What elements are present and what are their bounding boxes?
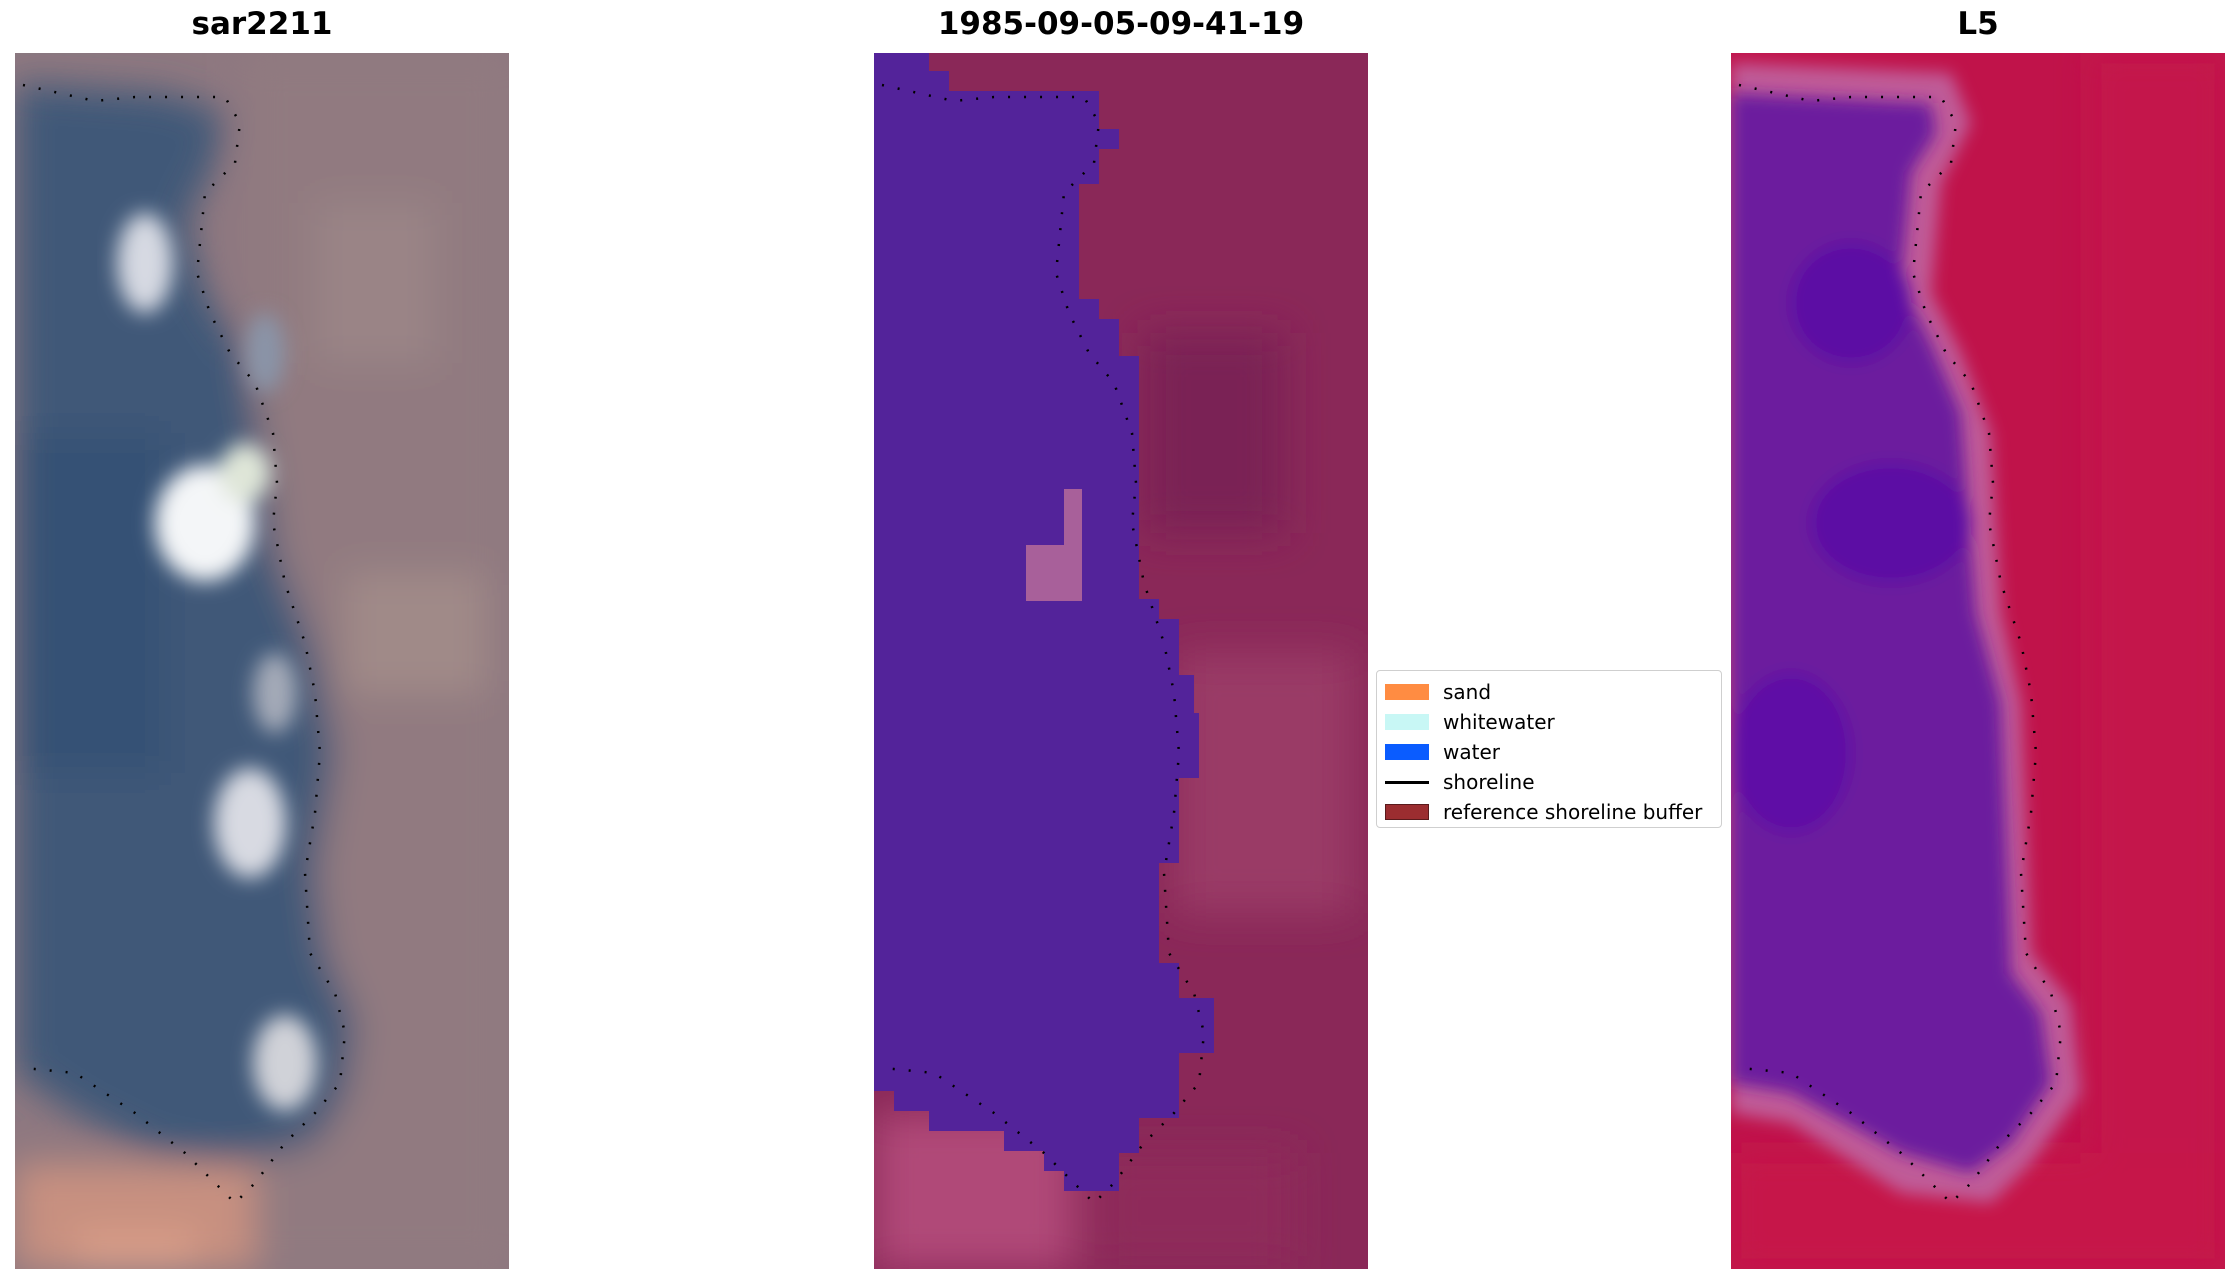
legend-item-shoreline: shoreline [1385, 767, 1713, 797]
classification-image [874, 53, 1368, 1269]
legend-item-water: water [1385, 737, 1713, 767]
legend-label: whitewater [1443, 710, 1555, 734]
whitewater-patch [1026, 489, 1082, 601]
shoreline-dotted [881, 83, 1206, 1205]
legend-label: shoreline [1443, 770, 1535, 794]
legend-label: sand [1443, 680, 1492, 704]
legend-swatch-reference-buffer [1385, 804, 1429, 820]
water-class-region [874, 53, 1214, 1191]
legend-swatch-sand [1385, 684, 1429, 700]
sar-image [15, 53, 509, 1269]
legend-item-reference-buffer: reference shoreline buffer [1385, 797, 1713, 827]
index-panel [1731, 53, 2225, 1269]
panel-title-classification: 1985-09-05-09-41-19 [937, 6, 1305, 42]
shoreline-dotted [22, 83, 347, 1205]
legend-label: water [1443, 740, 1500, 764]
legend-swatch-water [1385, 744, 1429, 760]
legend-line-shoreline [1385, 780, 1429, 784]
panel-title-sar: sar2211 [191, 6, 333, 42]
sar-image-panel [15, 53, 509, 1269]
classification-panel [874, 53, 1368, 1269]
legend-item-sand: sand [1385, 677, 1713, 707]
legend-swatch-whitewater [1385, 714, 1429, 730]
legend-item-whitewater: whitewater [1385, 707, 1713, 737]
legend-label: reference shoreline buffer [1443, 800, 1703, 824]
index-image [1731, 53, 2225, 1269]
legend: sand whitewater water shoreline referenc… [1376, 670, 1722, 828]
panel-title-ndwi: L5 [1957, 6, 1999, 42]
shoreline-dotted [1738, 83, 2063, 1205]
